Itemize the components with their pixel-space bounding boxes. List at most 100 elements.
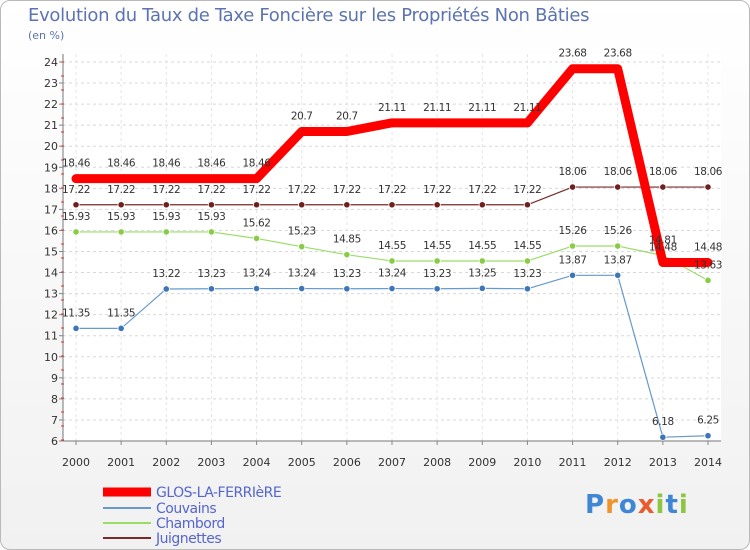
y-tick-label: 10 <box>44 351 58 364</box>
data-point-couvains <box>343 285 351 293</box>
data-label-chambord: 15.93 <box>152 211 180 223</box>
data-label-juignettes: 18.06 <box>559 166 588 178</box>
legend-label-juignettes: Juignettes <box>155 531 221 547</box>
data-point-couvains <box>388 284 396 293</box>
data-label-juignettes: 17.22 <box>243 184 271 196</box>
y-tick-label: 16 <box>44 224 58 237</box>
legend: GLOS-LA-FERRIèRECouvainsChambordJuignett… <box>103 485 282 547</box>
data-label-couvains: 13.23 <box>197 268 225 280</box>
data-point-couvains <box>117 324 125 332</box>
data-label-juignettes: 17.22 <box>107 184 135 196</box>
data-point-couvains <box>252 284 261 293</box>
data-point-juignettes <box>162 201 170 209</box>
y-tick-label: 23 <box>44 77 58 90</box>
data-label-couvains: 13.25 <box>468 267 496 279</box>
data-label-juignettes: 17.22 <box>378 184 406 196</box>
y-tick-label: 11 <box>44 330 58 343</box>
x-tick-label: 2007 <box>378 456 406 469</box>
y-axis-unit-label: (en %) <box>28 29 65 42</box>
data-label-chambord: 14.55 <box>513 240 541 252</box>
y-tick-label: 7 <box>51 414 58 427</box>
data-label-couvains: 6.25 <box>697 415 719 427</box>
y-tick-label: 14 <box>44 267 58 280</box>
y-tick-label: 21 <box>44 119 58 132</box>
data-point-chambord <box>207 228 216 236</box>
x-tick-label: 2011 <box>559 456 587 469</box>
data-point-juignettes <box>433 201 441 209</box>
data-point-chambord <box>343 251 351 259</box>
y-tick-label: 9 <box>51 372 58 385</box>
data-label-juignettes: 18.06 <box>649 166 678 178</box>
data-label-couvains: 13.24 <box>288 268 317 280</box>
data-point-juignettes <box>659 183 667 191</box>
data-label-chambord: 14.55 <box>468 240 496 252</box>
data-label-glos-la-ferri-re: 23.68 <box>559 48 587 60</box>
data-point-chambord <box>72 228 80 236</box>
data-label-couvains: 6.18 <box>652 416 674 428</box>
x-tick-label: 2009 <box>468 456 496 469</box>
data-label-chambord: 15.93 <box>62 211 90 223</box>
data-label-juignettes: 17.22 <box>423 184 451 196</box>
data-label-juignettes: 18.06 <box>604 166 633 178</box>
data-point-chambord <box>614 242 622 250</box>
y-tick-label: 22 <box>44 98 58 111</box>
data-point-juignettes <box>704 183 712 191</box>
data-label-glos-la-ferri-re: 21.11 <box>423 102 451 114</box>
data-point-juignettes <box>568 183 577 191</box>
x-tick-label: 2012 <box>604 456 632 469</box>
data-label-glos-la-ferri-re: 21.11 <box>468 102 496 114</box>
data-label-chambord: 13.63 <box>694 259 722 271</box>
data-point-juignettes <box>72 201 80 209</box>
data-label-couvains: 13.23 <box>333 268 361 280</box>
data-label-chambord: 15.26 <box>604 225 633 237</box>
data-point-juignettes <box>298 201 306 209</box>
data-point-chambord <box>162 228 170 236</box>
data-label-juignettes: 17.22 <box>513 184 541 196</box>
data-label-glos-la-ferri-re: 14.48 <box>694 241 722 253</box>
data-label-glos-la-ferri-re: 23.68 <box>604 48 632 60</box>
data-point-couvains <box>162 285 170 293</box>
data-point-juignettes <box>614 183 622 191</box>
y-tick-label: 15 <box>44 246 58 259</box>
data-label-juignettes: 17.22 <box>468 184 496 196</box>
x-tick-label: 2000 <box>62 456 90 469</box>
data-point-chambord <box>523 257 532 265</box>
y-tick-label: 24 <box>44 56 58 69</box>
data-point-couvains <box>207 285 216 293</box>
data-point-chambord <box>252 234 261 243</box>
data-label-glos-la-ferri-re: 21.11 <box>513 102 541 114</box>
data-labels: 11.35 11.35 13.22 13.23 13.24 13.24 13.23 13.24… <box>62 48 723 428</box>
x-tick-label: 2008 <box>423 456 451 469</box>
proxiti-logo: Proxiti <box>585 490 689 520</box>
data-point-juignettes <box>523 201 532 209</box>
data-point-chambord <box>568 242 577 250</box>
data-point-chambord <box>478 257 486 265</box>
data-label-juignettes: 17.22 <box>333 184 361 196</box>
data-label-chambord: 15.93 <box>107 211 135 223</box>
chart-title: Evolution du Taux de Taxe Foncière sur l… <box>28 5 590 26</box>
legend-label-chambord: Chambord <box>156 516 225 532</box>
y-tick-label: 20 <box>44 140 58 153</box>
data-label-juignettes: 18.06 <box>694 166 723 178</box>
data-point-chambord <box>298 243 306 251</box>
data-point-couvains <box>614 271 622 279</box>
y-tick-label: 17 <box>44 203 58 216</box>
y-tick-label: 8 <box>51 393 58 406</box>
data-point-chambord <box>388 257 396 265</box>
data-label-glos-la-ferri-re: 20.7 <box>336 110 358 122</box>
x-tick-label: 2004 <box>243 456 271 469</box>
data-label-chambord: 15.23 <box>288 226 316 238</box>
y-tick-label: 19 <box>44 161 58 174</box>
data-point-couvains <box>704 432 712 440</box>
series-layer <box>71 64 713 441</box>
data-point-juignettes <box>117 201 125 209</box>
x-tick-label: 2005 <box>288 456 316 469</box>
data-label-chambord: 14.55 <box>378 240 406 252</box>
x-tick-label: 2014 <box>694 456 722 469</box>
data-label-chambord: 15.62 <box>243 217 271 229</box>
data-label-chambord: 14.85 <box>333 234 361 246</box>
data-point-couvains <box>72 324 80 332</box>
data-point-couvains <box>568 271 577 279</box>
x-tick-label: 2010 <box>513 456 541 469</box>
